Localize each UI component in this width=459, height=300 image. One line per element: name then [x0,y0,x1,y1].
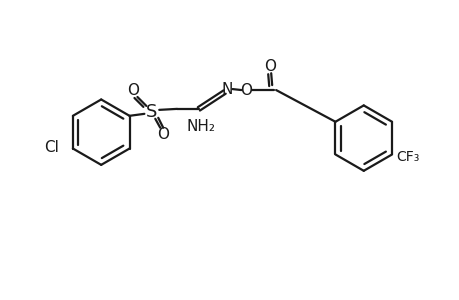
Text: O: O [240,82,252,98]
Text: NH₂: NH₂ [186,119,215,134]
Text: S: S [146,103,157,121]
Text: CF₃: CF₃ [395,150,419,164]
Text: Cl: Cl [44,140,59,155]
Text: N: N [221,82,233,97]
Text: O: O [157,127,169,142]
Text: O: O [263,59,275,74]
Text: O: O [127,82,139,98]
